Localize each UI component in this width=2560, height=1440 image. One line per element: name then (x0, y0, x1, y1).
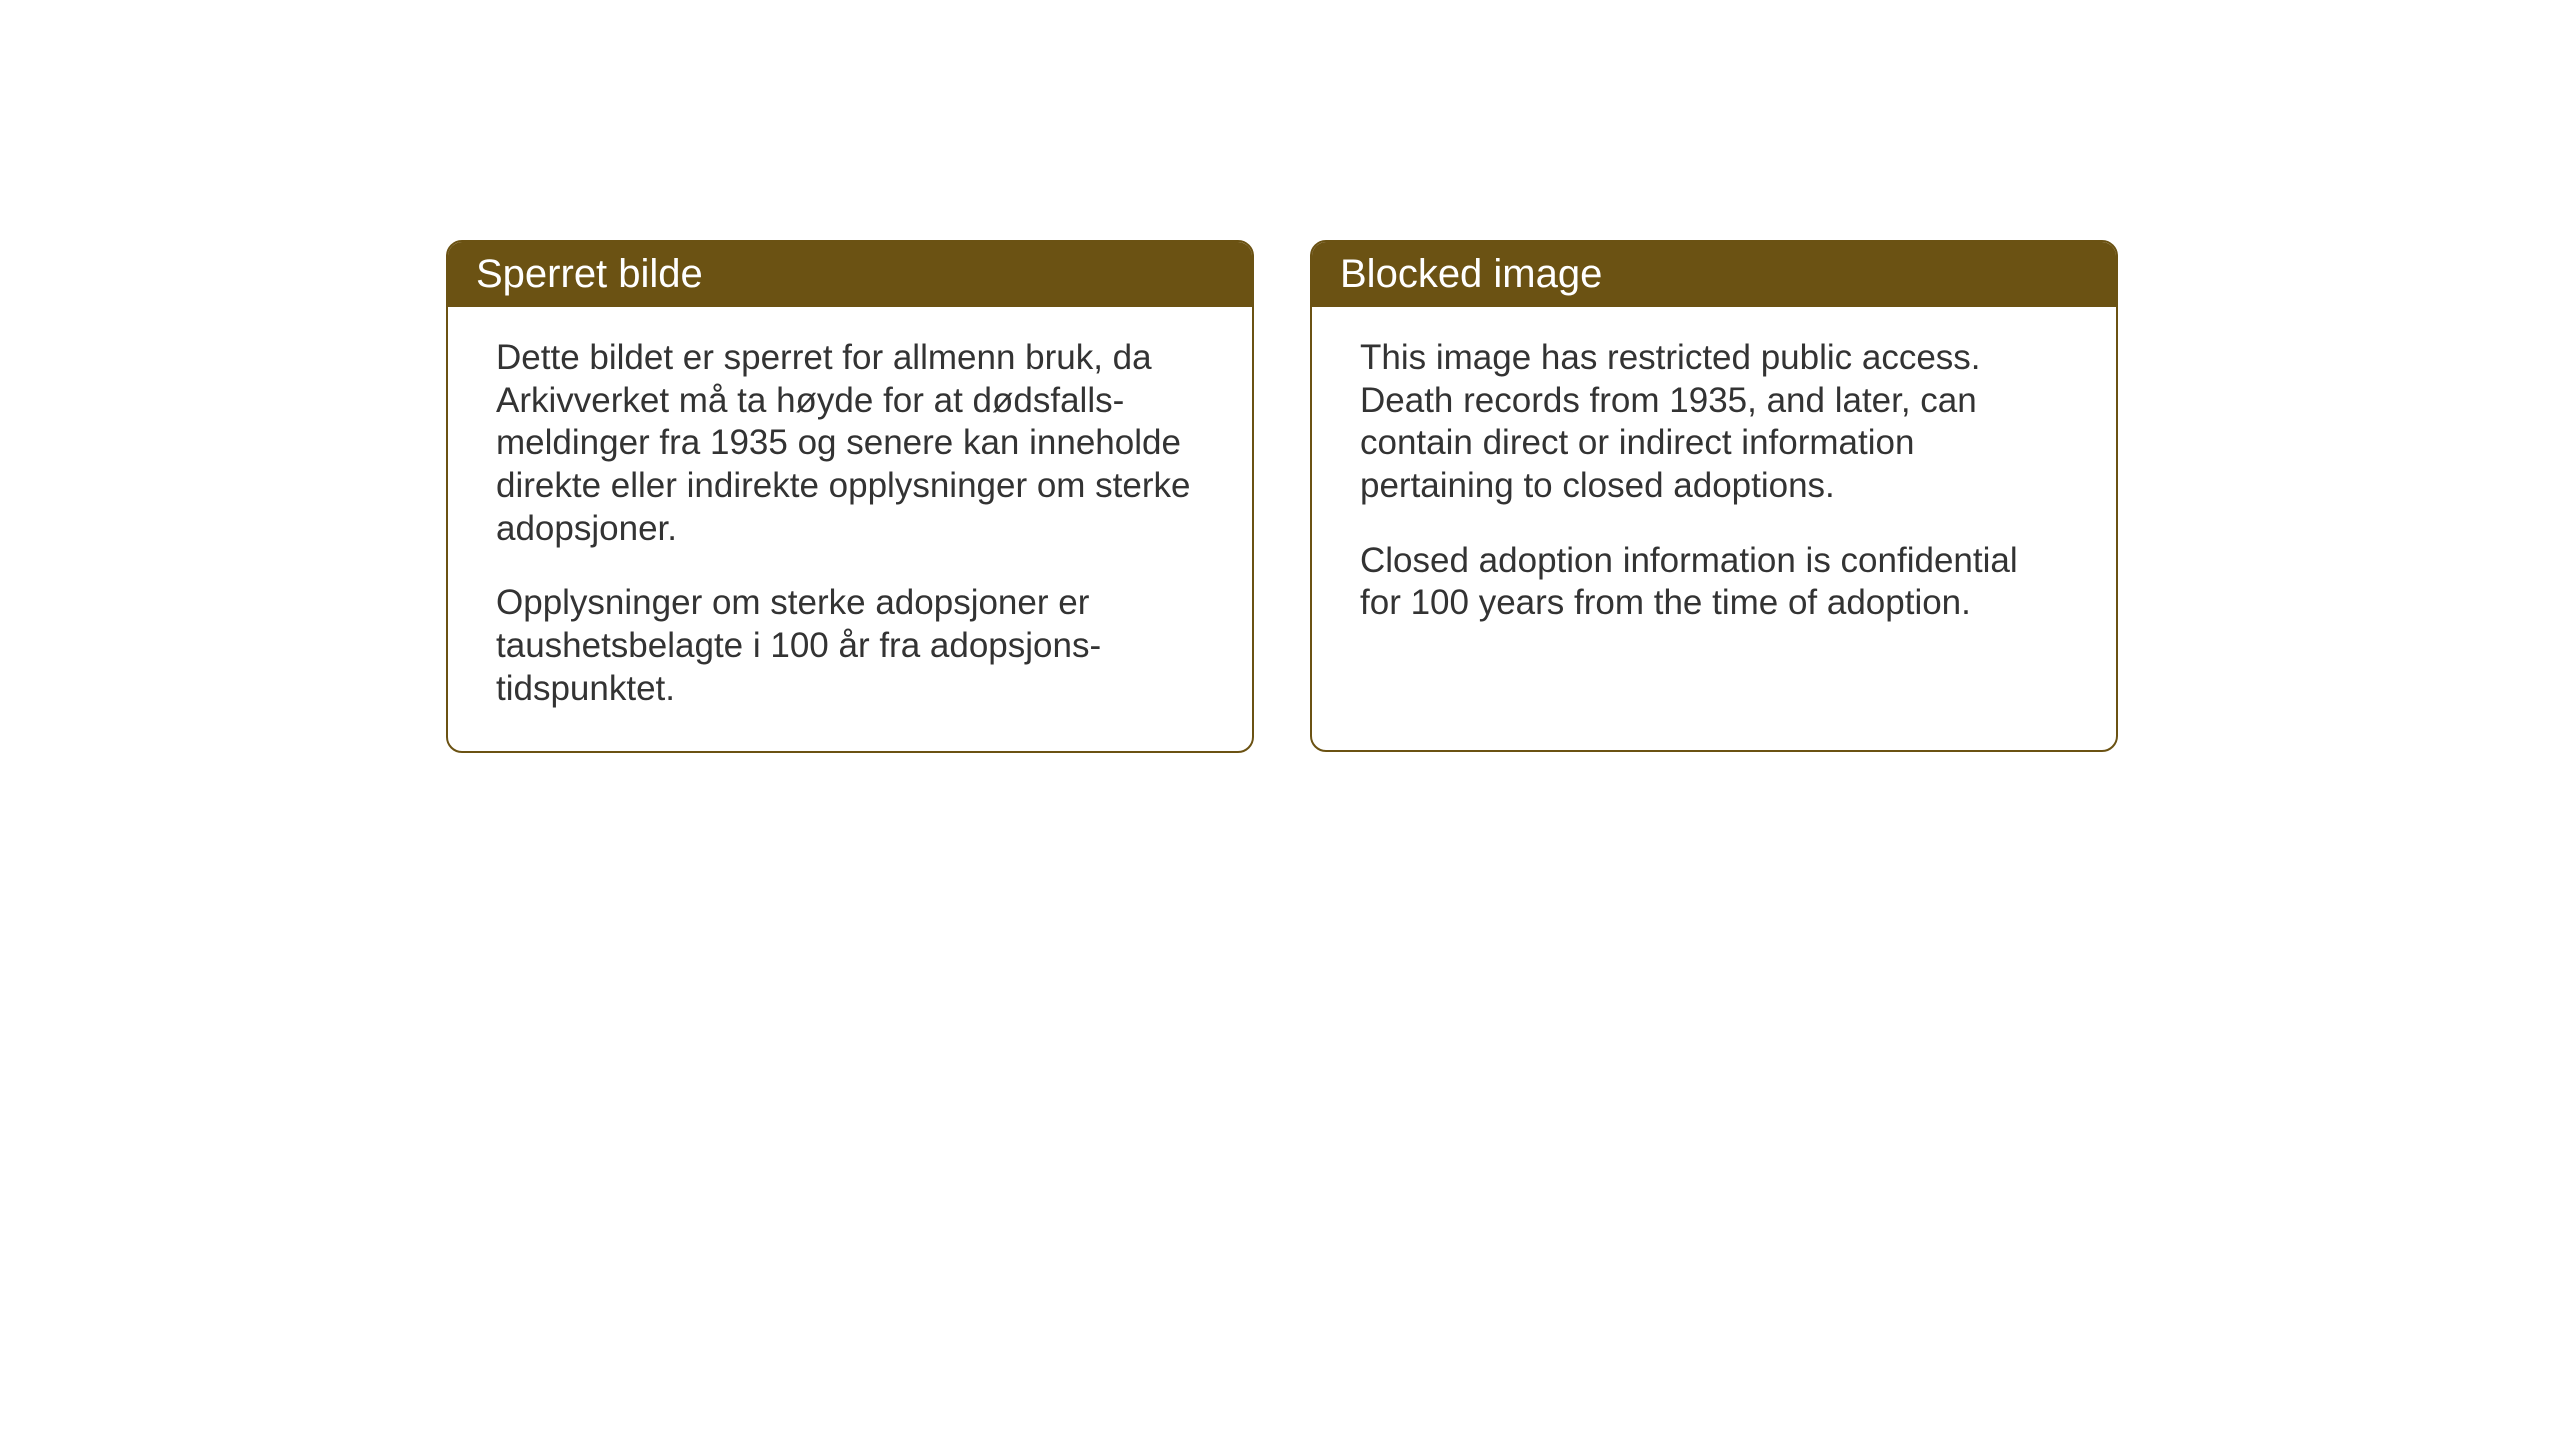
english-card-title: Blocked image (1312, 242, 2116, 307)
norwegian-paragraph-1: Dette bildet er sperret for allmenn bruk… (496, 337, 1204, 550)
norwegian-card: Sperret bilde Dette bildet er sperret fo… (446, 240, 1254, 753)
english-paragraph-2: Closed adoption information is confident… (1360, 540, 2068, 625)
english-paragraph-1: This image has restricted public access.… (1360, 337, 2068, 508)
norwegian-card-body: Dette bildet er sperret for allmenn bruk… (448, 307, 1252, 751)
english-card-body: This image has restricted public access.… (1312, 307, 2116, 665)
norwegian-paragraph-2: Opplysninger om sterke adopsjoner er tau… (496, 582, 1204, 710)
english-card: Blocked image This image has restricted … (1310, 240, 2118, 752)
norwegian-card-title: Sperret bilde (448, 242, 1252, 307)
cards-container: Sperret bilde Dette bildet er sperret fo… (446, 240, 2118, 753)
